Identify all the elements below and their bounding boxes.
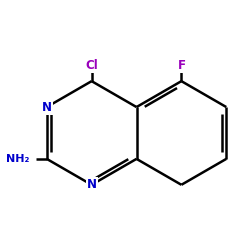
Text: F: F — [178, 59, 186, 72]
Text: N: N — [87, 178, 97, 191]
Text: N: N — [42, 100, 52, 114]
Text: NH₂: NH₂ — [6, 154, 29, 164]
Text: Cl: Cl — [85, 59, 98, 72]
